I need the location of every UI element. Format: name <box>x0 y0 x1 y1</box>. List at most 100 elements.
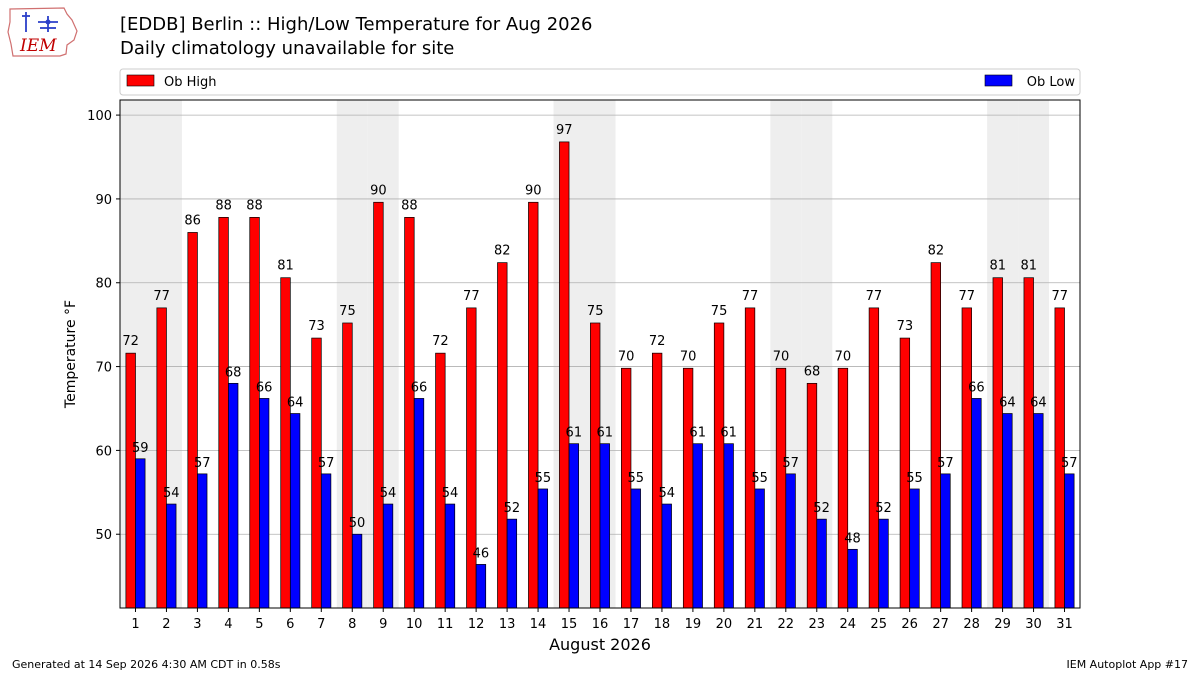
bar-low <box>382 503 394 609</box>
x-tick-label: 4 <box>224 617 232 632</box>
bar-low <box>537 488 549 609</box>
bar-low <box>878 518 889 609</box>
data-label-low: 61 <box>720 426 737 441</box>
bar-high <box>621 367 632 609</box>
data-label-high: 68 <box>804 364 821 379</box>
data-label-high: 77 <box>463 289 480 304</box>
data-label-low: 55 <box>906 471 923 486</box>
bar-low <box>1033 413 1044 609</box>
bar-high <box>713 322 725 609</box>
data-label-low: 61 <box>566 426 583 441</box>
bar-high <box>249 217 260 609</box>
data-label-high: 82 <box>494 244 511 259</box>
y-tick-label: 50 <box>95 528 112 543</box>
x-tick-label: 23 <box>809 617 826 632</box>
bar-low <box>475 564 487 609</box>
y-tick-label: 100 <box>87 109 112 124</box>
data-label-low: 57 <box>1061 456 1078 471</box>
data-label-low: 59 <box>132 441 149 456</box>
bar-low <box>135 458 146 609</box>
y-tick-label: 70 <box>95 361 112 376</box>
x-axis-label: August 2026 <box>549 635 651 654</box>
bar-high <box>156 307 167 609</box>
axes-frame <box>119 99 1081 609</box>
data-label-low: 55 <box>535 471 552 486</box>
bar-low <box>228 382 239 609</box>
bar-low <box>1064 473 1075 609</box>
data-label-high: 86 <box>184 213 201 228</box>
bar-low <box>351 533 363 609</box>
data-label-low: 54 <box>442 486 459 501</box>
bar-high <box>435 352 446 609</box>
x-tick-label: 19 <box>685 617 702 632</box>
data-label-high: 77 <box>959 289 976 304</box>
x-tick-label: 21 <box>747 617 764 632</box>
bar-high <box>1023 277 1034 609</box>
data-label-high: 70 <box>835 349 852 364</box>
bar-high <box>342 322 353 609</box>
data-label-low: 54 <box>380 486 397 501</box>
x-tick-label: 25 <box>870 617 887 632</box>
y-tick-label: 80 <box>95 277 112 292</box>
data-label-high: 81 <box>277 259 294 274</box>
x-tick-label: 22 <box>778 617 795 632</box>
bar-low <box>197 473 208 609</box>
footer-generated: Generated at 14 Sep 2026 4:30 AM CDT in … <box>12 658 281 671</box>
data-label-low: 46 <box>473 546 490 561</box>
y-tick-label: 60 <box>95 444 112 459</box>
x-tick-label: 14 <box>530 617 547 632</box>
x-tick-label: 26 <box>901 617 918 632</box>
bar-low <box>320 473 332 609</box>
x-tick-label: 6 <box>286 617 294 632</box>
bar-high <box>961 307 972 609</box>
data-label-low: 54 <box>658 486 675 501</box>
bar-high <box>590 322 601 609</box>
data-label-low: 50 <box>349 516 366 531</box>
data-label-high: 72 <box>122 334 139 349</box>
bar-high <box>311 337 322 609</box>
bar-high <box>373 201 384 609</box>
bar-high <box>930 262 941 609</box>
bar-low <box>444 503 456 609</box>
data-label-high: 88 <box>215 198 232 213</box>
data-label-high: 81 <box>990 259 1007 274</box>
x-tick-label: 1 <box>131 617 139 632</box>
bar-high <box>806 382 818 609</box>
x-tick-label: 8 <box>348 617 356 632</box>
data-label-high: 73 <box>308 319 325 334</box>
data-label-low: 57 <box>782 456 799 471</box>
data-label-low: 61 <box>597 426 614 441</box>
iem-logo: IEM <box>7 7 78 57</box>
data-label-high: 77 <box>742 289 759 304</box>
data-label-high: 77 <box>1051 289 1068 304</box>
x-tick-label: 7 <box>317 617 325 632</box>
data-label-high: 75 <box>339 304 356 319</box>
bar-high <box>187 232 198 609</box>
y-tick-label: 90 <box>95 193 112 208</box>
data-label-high: 70 <box>618 349 635 364</box>
data-label-high: 73 <box>897 319 914 334</box>
chart-title: [EDDB] Berlin :: High/Low Temperature fo… <box>120 14 593 35</box>
data-label-low: 52 <box>813 501 830 516</box>
data-label-high: 90 <box>370 183 387 198</box>
x-tick-label: 30 <box>1025 617 1042 632</box>
bar-low <box>630 488 641 609</box>
data-label-high: 90 <box>525 183 542 198</box>
data-label-high: 77 <box>866 289 883 304</box>
data-label-low: 64 <box>999 396 1016 411</box>
data-label-high: 77 <box>153 289 170 304</box>
bar-low <box>1002 413 1013 609</box>
bar-high <box>125 352 136 609</box>
bar-low <box>661 503 672 609</box>
x-tick-label: 9 <box>379 617 387 632</box>
data-label-high: 70 <box>773 349 790 364</box>
x-tick-label: 3 <box>193 617 201 632</box>
data-label-low: 57 <box>318 456 335 471</box>
x-tick-label: 18 <box>654 617 671 632</box>
data-label-high: 72 <box>432 334 449 349</box>
plot-area: 5060708090100725917754286573886848866581… <box>87 99 1081 632</box>
bar-high <box>682 367 694 609</box>
data-label-high: 81 <box>1020 259 1037 274</box>
bar-low <box>506 518 518 609</box>
